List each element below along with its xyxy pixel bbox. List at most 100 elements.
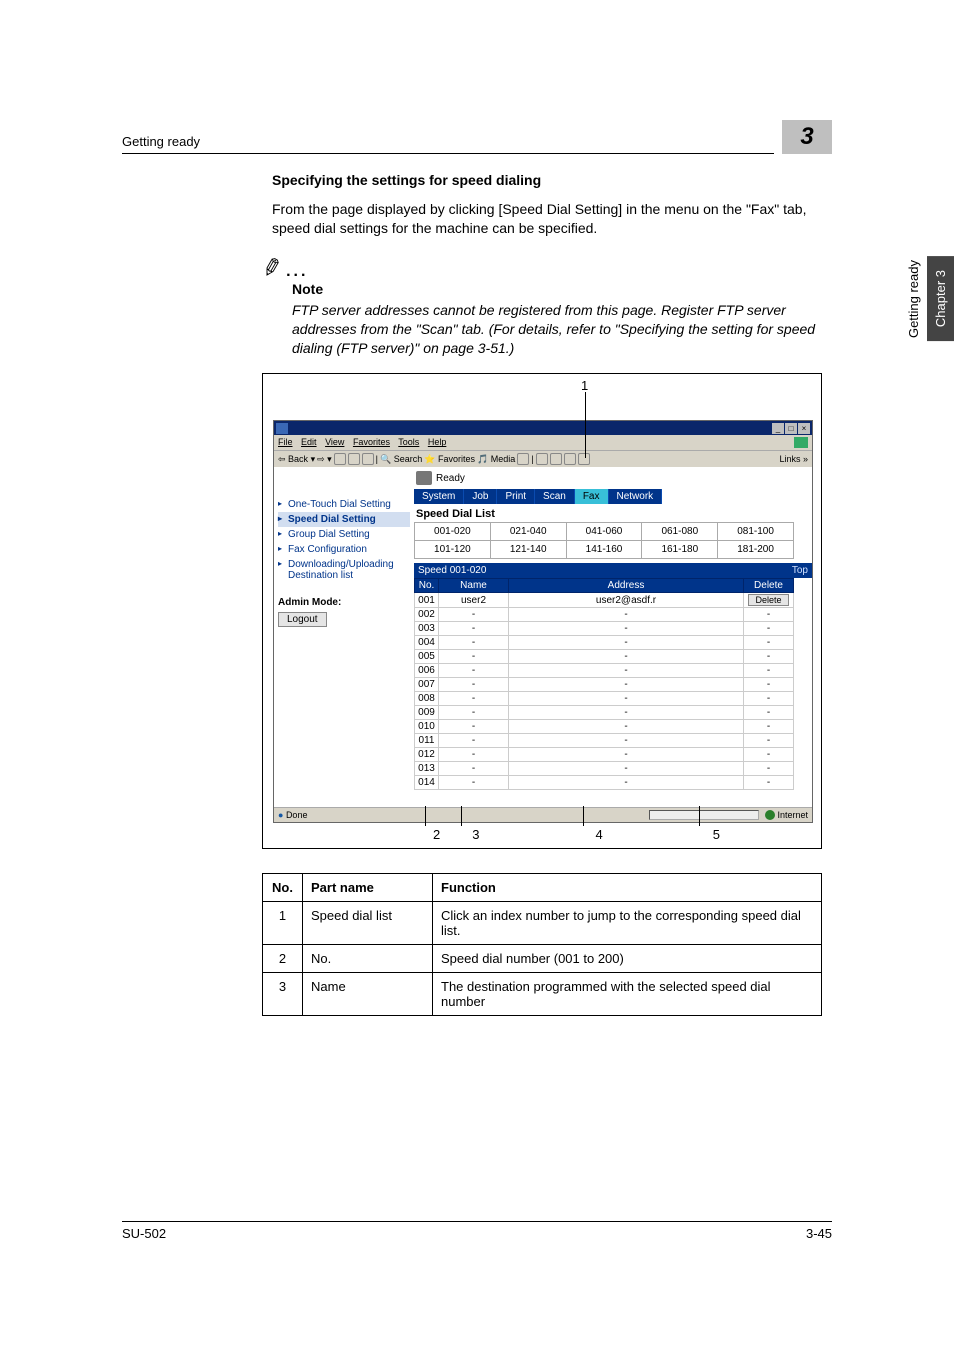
nav-speed-dial[interactable]: Speed Dial Setting: [278, 512, 410, 527]
desc-head-no: No.: [263, 874, 303, 902]
discuss-icon[interactable]: [578, 453, 590, 465]
cell-no: 006: [415, 664, 439, 678]
cell-no: 009: [415, 706, 439, 720]
links-label[interactable]: Links »: [779, 454, 808, 464]
home-icon[interactable]: [362, 453, 374, 465]
range-121-140[interactable]: 121-140: [490, 541, 566, 559]
globe-icon: [765, 810, 775, 820]
speed-range-label: Speed 001-020: [418, 565, 486, 576]
cell-name[interactable]: -: [439, 608, 509, 622]
cell-name[interactable]: -: [439, 734, 509, 748]
maximize-icon[interactable]: □: [785, 423, 797, 434]
callout-1: 1: [581, 378, 588, 393]
nav-one-touch[interactable]: One-Touch Dial Setting: [278, 497, 410, 512]
cell-delete: -: [744, 608, 794, 622]
logout-button[interactable]: Logout: [278, 612, 327, 627]
range-101-120[interactable]: 101-120: [415, 541, 491, 559]
titlebar: _ □ ×: [274, 421, 812, 435]
tab-print[interactable]: Print: [497, 489, 535, 504]
cell-address: -: [509, 734, 744, 748]
cell-name[interactable]: -: [439, 664, 509, 678]
cell-name[interactable]: -: [439, 622, 509, 636]
cell-address: -: [509, 608, 744, 622]
tab-network[interactable]: Network: [609, 489, 663, 504]
desc-no: 3: [263, 973, 303, 1016]
col-address: Address: [509, 579, 744, 593]
cell-name[interactable]: -: [439, 720, 509, 734]
table-row: 012---: [415, 748, 794, 762]
cell-name[interactable]: user2: [439, 593, 509, 608]
tab-system[interactable]: System: [414, 489, 464, 504]
cell-delete: -: [744, 734, 794, 748]
range-141-160[interactable]: 141-160: [566, 541, 642, 559]
range-001-020[interactable]: 001-020: [415, 523, 491, 541]
menu-file[interactable]: File: [278, 437, 293, 447]
cell-no: 005: [415, 650, 439, 664]
cell-address: -: [509, 664, 744, 678]
search-button[interactable]: 🔍 Search: [380, 454, 422, 465]
col-no: No.: [415, 579, 439, 593]
tab-job[interactable]: Job: [464, 489, 497, 504]
tab-scan[interactable]: Scan: [535, 489, 575, 504]
tab-fax[interactable]: Fax: [575, 489, 609, 504]
menu-tools[interactable]: Tools: [398, 437, 419, 447]
status-done: Done: [278, 810, 307, 820]
cell-name[interactable]: -: [439, 748, 509, 762]
range-161-180[interactable]: 161-180: [642, 541, 718, 559]
print-icon[interactable]: [550, 453, 562, 465]
footer-left: SU-502: [122, 1226, 166, 1241]
stop-icon[interactable]: [334, 453, 346, 465]
callout-4: 4: [595, 827, 602, 842]
cell-no: 007: [415, 678, 439, 692]
back-button[interactable]: ⇦ Back ▾: [278, 454, 315, 465]
range-021-040[interactable]: 021-040: [490, 523, 566, 541]
menu-help[interactable]: Help: [428, 437, 447, 447]
cell-name[interactable]: -: [439, 762, 509, 776]
cell-no: 003: [415, 622, 439, 636]
cell-delete: -: [744, 650, 794, 664]
mail-icon[interactable]: [536, 453, 548, 465]
range-061-080[interactable]: 061-080: [642, 523, 718, 541]
favorites-button[interactable]: ⭐ Favorites: [424, 454, 475, 465]
description-table: No. Part name Function 1Speed dial listC…: [262, 873, 822, 1016]
cell-no: 004: [415, 636, 439, 650]
menu-favorites[interactable]: Favorites: [353, 437, 390, 447]
table-row: 014---: [415, 776, 794, 790]
cell-name[interactable]: -: [439, 692, 509, 706]
history-icon[interactable]: [517, 453, 529, 465]
nav-download-upload[interactable]: Downloading/Uploading Destination list: [278, 557, 410, 583]
col-name: Name: [439, 579, 509, 593]
cell-name[interactable]: -: [439, 678, 509, 692]
side-tab-dark: Chapter 3: [927, 256, 954, 341]
cell-name[interactable]: -: [439, 706, 509, 720]
edit-icon[interactable]: [564, 453, 576, 465]
content-area: One-Touch Dial Setting Speed Dial Settin…: [274, 467, 812, 807]
window-buttons[interactable]: _ □ ×: [772, 423, 810, 434]
nav-fax-config[interactable]: Fax Configuration: [278, 542, 410, 557]
nav-group-dial[interactable]: Group Dial Setting: [278, 527, 410, 542]
cell-delete: -: [744, 664, 794, 678]
desc-part: Name: [303, 973, 433, 1016]
section-title: Specifying the settings for speed dialin…: [272, 172, 832, 188]
top-link[interactable]: Top: [792, 565, 808, 576]
col-delete: Delete: [744, 579, 794, 593]
range-181-200[interactable]: 181-200: [718, 541, 794, 559]
forward-button[interactable]: ⇨ ▾: [317, 454, 332, 465]
media-button[interactable]: 🎵 Media: [477, 454, 515, 465]
refresh-icon[interactable]: [348, 453, 360, 465]
cell-no: 014: [415, 776, 439, 790]
cell-name[interactable]: -: [439, 776, 509, 790]
range-081-100[interactable]: 081-100: [718, 523, 794, 541]
cell-name[interactable]: -: [439, 636, 509, 650]
menu-edit[interactable]: Edit: [301, 437, 317, 447]
cell-name[interactable]: -: [439, 650, 509, 664]
page-footer: SU-502 3-45: [122, 1221, 832, 1241]
delete-button[interactable]: Delete: [748, 594, 788, 606]
main-panel: Ready System Job Print Scan Fax Network …: [414, 467, 812, 807]
status-row: Ready: [414, 471, 812, 485]
minimize-icon[interactable]: _: [772, 423, 784, 434]
progress-bar: [649, 810, 759, 820]
range-041-060[interactable]: 041-060: [566, 523, 642, 541]
close-icon[interactable]: ×: [798, 423, 810, 434]
menu-view[interactable]: View: [325, 437, 344, 447]
